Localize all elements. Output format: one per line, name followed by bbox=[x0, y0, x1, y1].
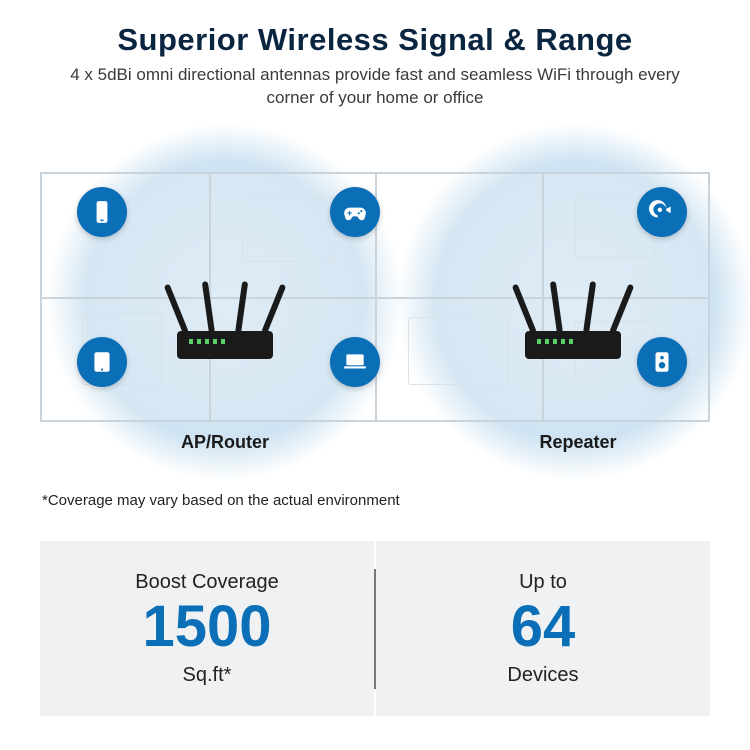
speaker-icon bbox=[637, 337, 687, 387]
camera-icon bbox=[637, 187, 687, 237]
laptop-icon bbox=[330, 337, 380, 387]
stat-coverage-value: 1500 bbox=[142, 598, 271, 656]
coverage-illustration: AP/Router Repeater bbox=[0, 132, 750, 482]
router-right-label: Repeater bbox=[498, 432, 658, 453]
stat-coverage-unit: Sq.ft* bbox=[183, 664, 232, 687]
stat-devices: Up to 64 Devices bbox=[376, 541, 710, 716]
router-left bbox=[165, 277, 285, 367]
phone-icon bbox=[77, 187, 127, 237]
stat-coverage: Boost Coverage 1500 Sq.ft* bbox=[40, 541, 374, 716]
disclaimer-text: *Coverage may vary based on the actual e… bbox=[0, 482, 750, 509]
stat-devices-value: 64 bbox=[511, 598, 576, 656]
stat-devices-unit: Devices bbox=[507, 664, 578, 687]
stat-coverage-label: Boost Coverage bbox=[135, 571, 278, 594]
router-right bbox=[513, 277, 633, 367]
stats-row: Boost Coverage 1500 Sq.ft* Up to 64 Devi… bbox=[40, 541, 710, 716]
router-left-label: AP/Router bbox=[145, 432, 305, 453]
tablet-icon bbox=[77, 337, 127, 387]
gamepad-icon bbox=[330, 187, 380, 237]
stat-devices-label: Up to bbox=[519, 571, 567, 594]
page-subtitle: 4 x 5dBi omni directional antennas provi… bbox=[55, 64, 695, 110]
page-title: Superior Wireless Signal & Range bbox=[40, 22, 710, 58]
